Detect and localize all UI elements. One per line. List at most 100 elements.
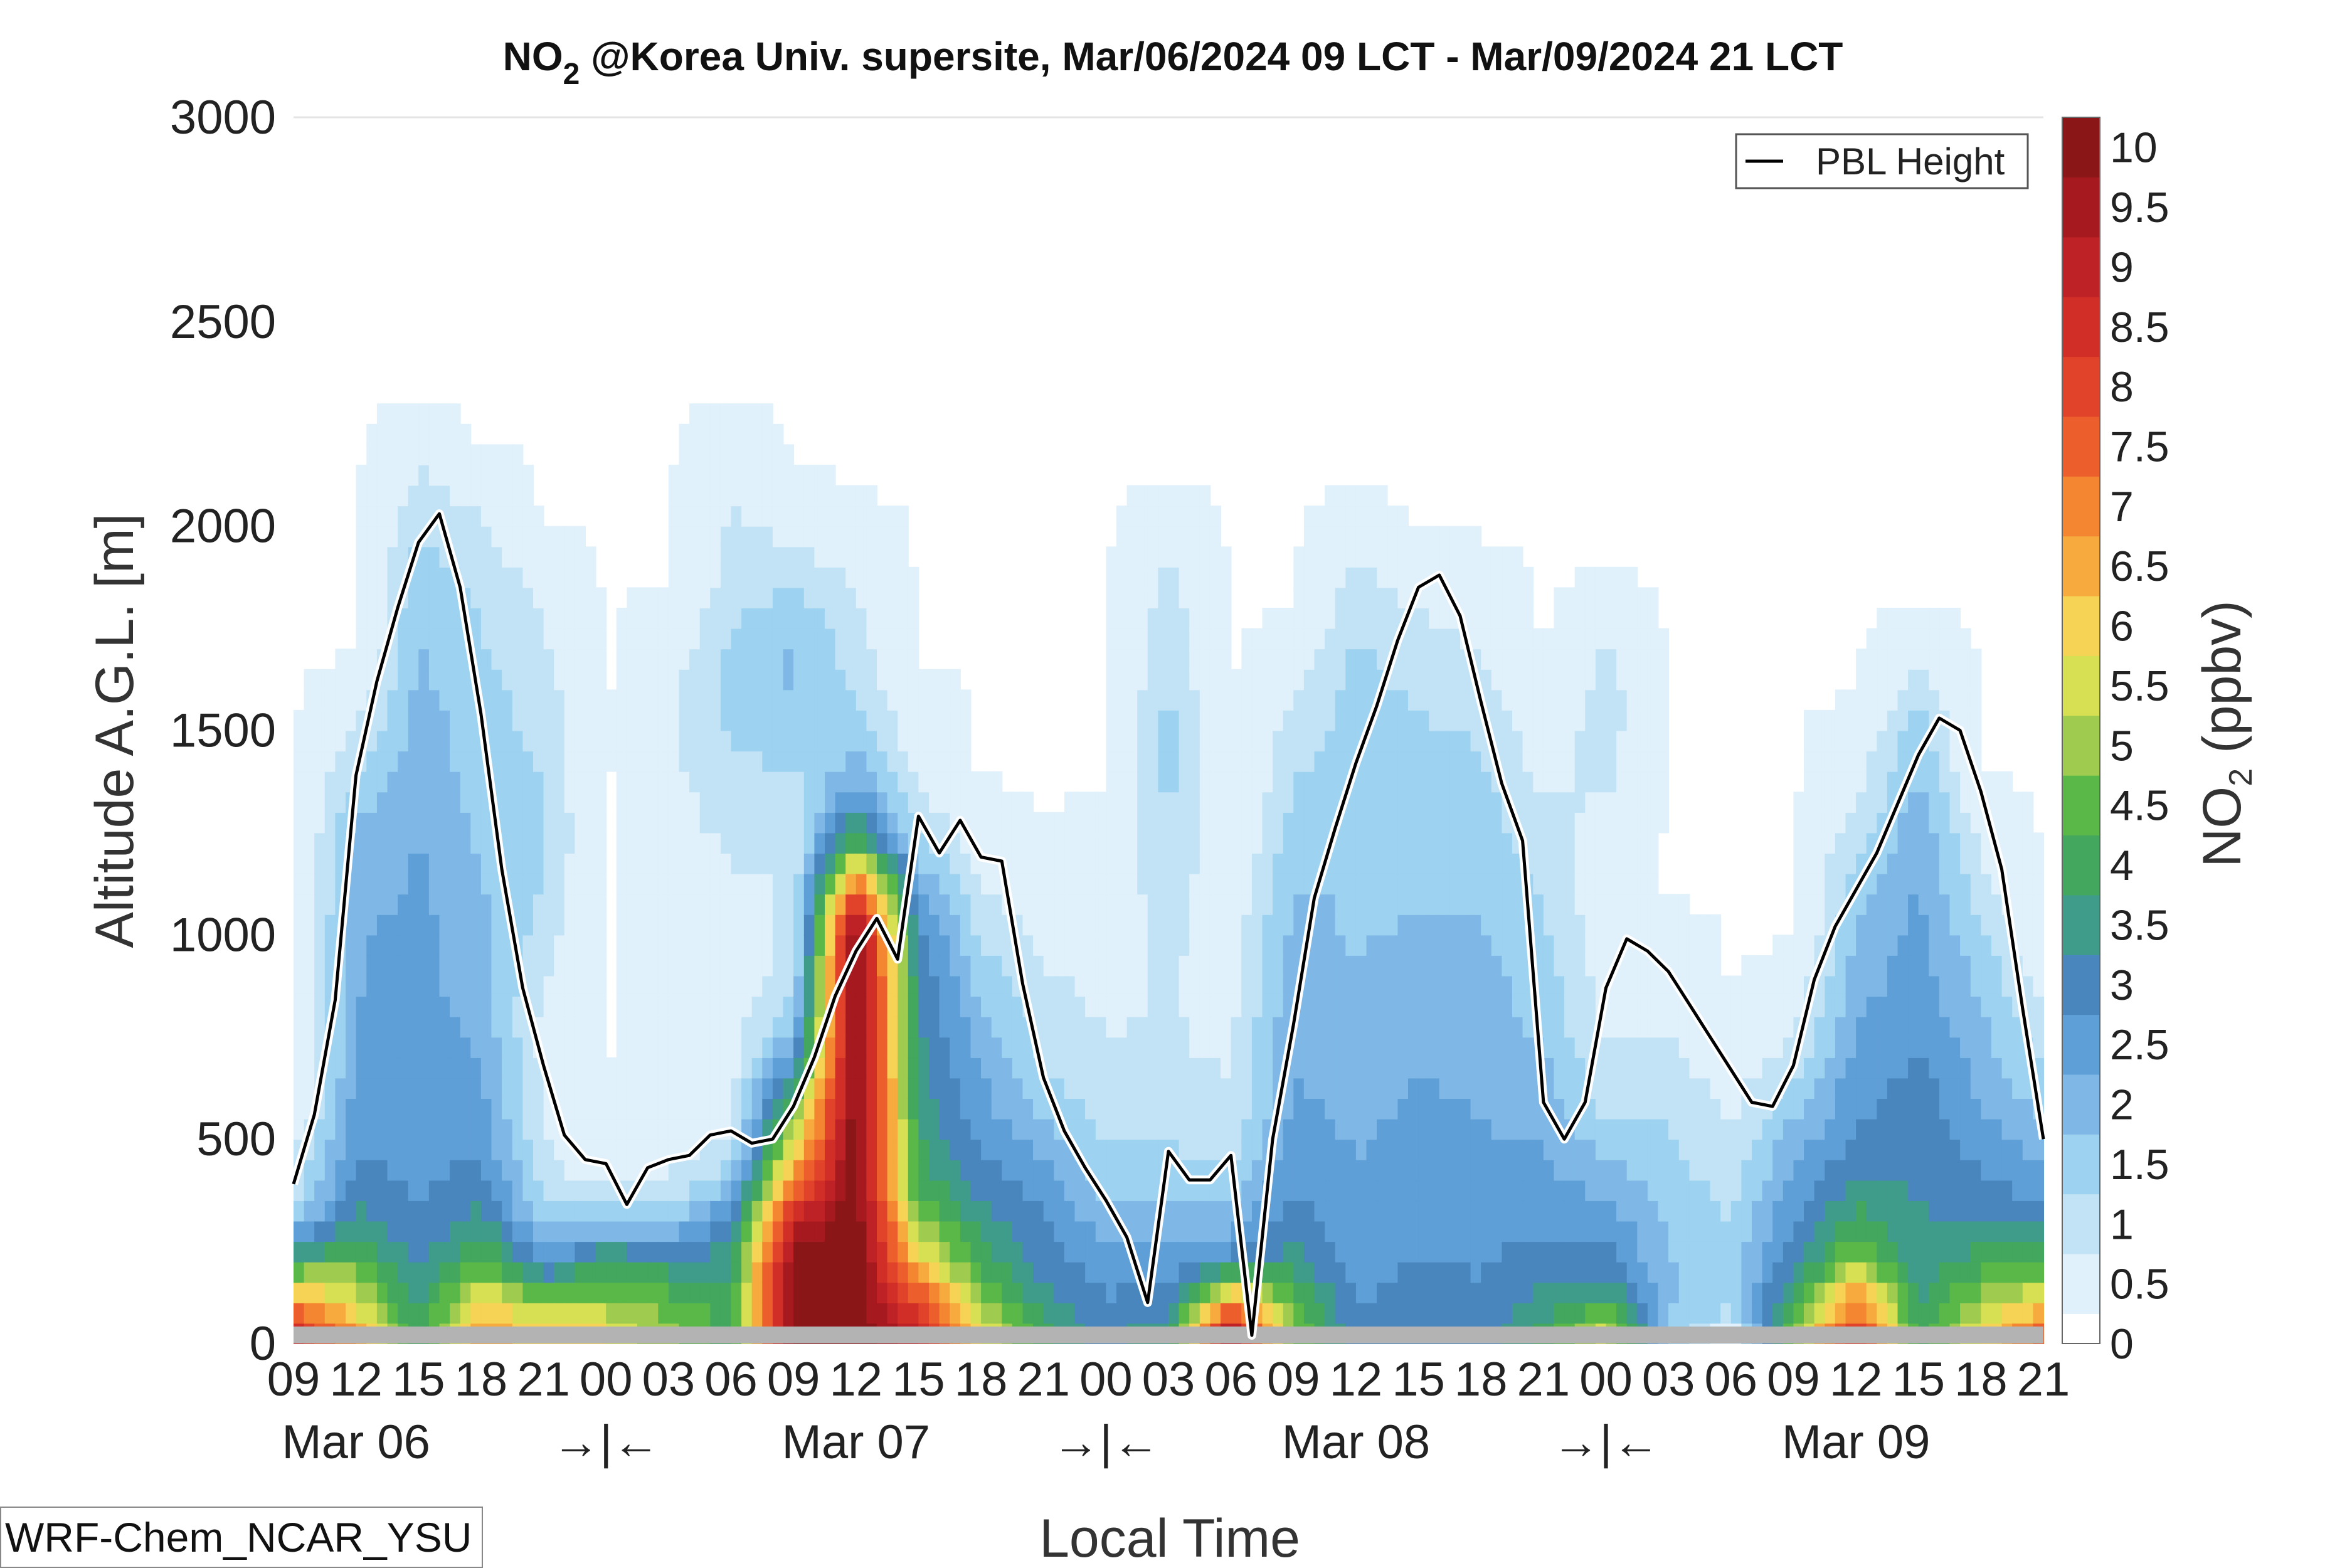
heatmap-cell [960, 1098, 972, 1120]
heatmap-cell [480, 914, 492, 936]
heatmap-cell [627, 608, 638, 629]
heatmap-cell [450, 1241, 461, 1263]
heatmap-cell [543, 894, 555, 915]
heatmap-cell [1314, 975, 1326, 997]
heatmap-cell [658, 894, 669, 915]
heatmap-cell [1595, 1057, 1607, 1079]
heatmap-cell [1293, 1261, 1305, 1283]
heatmap-cell [1481, 608, 1492, 629]
heatmap-cell [668, 894, 680, 915]
heatmap-cell [887, 1200, 899, 1222]
heatmap-cell [522, 1159, 534, 1181]
heatmap-cell [1126, 485, 1138, 507]
heatmap-cell [491, 689, 503, 711]
heatmap-cell [939, 1118, 951, 1140]
heatmap-cell [1179, 1037, 1190, 1058]
heatmap-cell [877, 649, 888, 670]
heatmap-cell [637, 873, 649, 895]
heatmap-cell [533, 689, 544, 711]
heatmap-cell [845, 1037, 857, 1058]
heatmap-cell [731, 730, 743, 752]
no2-heatmap [294, 403, 2044, 1344]
heatmap-cell [731, 628, 743, 650]
heatmap-cell [1408, 1016, 1419, 1038]
heatmap-cell [439, 464, 451, 486]
heatmap-cell [1595, 566, 1607, 588]
heatmap-cell [866, 1159, 877, 1181]
heatmap-cell [294, 1057, 305, 1079]
heatmap-cell [793, 1057, 805, 1079]
heatmap-cell [595, 914, 607, 936]
heatmap-cell [346, 1159, 357, 1181]
heatmap-cell [616, 1078, 628, 1099]
heatmap-cell [470, 1241, 482, 1263]
heatmap-cell [866, 1180, 877, 1201]
heatmap-cell [1095, 1241, 1107, 1263]
heatmap-cell [1221, 935, 1232, 956]
heatmap-cell [1012, 1282, 1024, 1303]
heatmap-cell [356, 792, 368, 813]
heatmap-cell [418, 1200, 430, 1222]
heatmap-cell [1626, 1139, 1638, 1160]
heatmap-cell [929, 1302, 940, 1324]
heatmap-cell [1345, 873, 1357, 895]
heatmap-cell [1335, 1221, 1347, 1242]
heatmap-cell [1439, 1302, 1451, 1324]
heatmap-cell [1158, 1261, 1169, 1283]
heatmap-cell [950, 894, 961, 915]
heatmap-cell [324, 873, 336, 895]
heatmap-cell [554, 975, 565, 997]
heatmap-cell [751, 1282, 763, 1303]
heatmap-cell [543, 1037, 555, 1058]
heatmap-cell [898, 1016, 909, 1038]
heatmap-cell [835, 832, 847, 854]
heatmap-cell [575, 1159, 586, 1181]
heatmap-cell [1231, 955, 1242, 977]
heatmap-cell [1137, 792, 1148, 813]
heatmap-cell [387, 464, 399, 486]
heatmap-cell [512, 485, 524, 507]
heatmap-cell [803, 955, 815, 977]
heatmap-cell [689, 955, 701, 977]
heatmap-cell [1335, 608, 1347, 629]
heatmap-cell [543, 1221, 555, 1242]
heatmap-cell [845, 566, 857, 588]
heatmap-cell [502, 464, 513, 486]
heatmap-cell [720, 566, 732, 588]
heatmap-cell [1126, 689, 1138, 711]
heatmap-cell [1074, 1098, 1086, 1120]
heatmap-cell [1397, 1057, 1409, 1079]
heatmap-cell [689, 1078, 701, 1099]
heatmap-cell [699, 1159, 711, 1181]
heatmap-cell [877, 587, 888, 608]
heatmap-cell [554, 1200, 565, 1222]
heatmap-cell [1043, 975, 1055, 997]
heatmap-cell [1397, 1098, 1409, 1120]
heatmap-cell [450, 485, 461, 507]
heatmap-cell [1012, 1098, 1024, 1120]
heatmap-cell [1502, 1221, 1513, 1242]
heatmap-cell [1126, 669, 1138, 691]
heatmap-cell [1106, 1139, 1117, 1160]
heatmap-cell [1408, 1118, 1419, 1140]
heatmap-cell [1158, 1241, 1169, 1263]
heatmap-cell [595, 1241, 607, 1263]
heatmap-cell [1387, 1282, 1399, 1303]
heatmap-cell [720, 792, 732, 813]
heatmap-cell [866, 771, 877, 793]
heatmap-cell [1283, 1282, 1295, 1303]
heatmap-cell [741, 608, 753, 629]
heatmap-cell [1022, 1180, 1034, 1201]
heatmap-cell [1345, 526, 1357, 548]
heatmap-cell [1397, 1261, 1409, 1283]
heatmap-cell [585, 1057, 596, 1079]
heatmap-cell [731, 853, 743, 874]
heatmap-cell [1408, 628, 1419, 650]
heatmap-cell [762, 853, 773, 874]
heatmap-cell [991, 832, 1003, 854]
heatmap-cell [428, 1241, 440, 1263]
heatmap-cell [1303, 608, 1315, 629]
heatmap-cell [772, 709, 784, 731]
heatmap-cell [564, 1078, 576, 1099]
heatmap-cell [502, 1016, 513, 1038]
